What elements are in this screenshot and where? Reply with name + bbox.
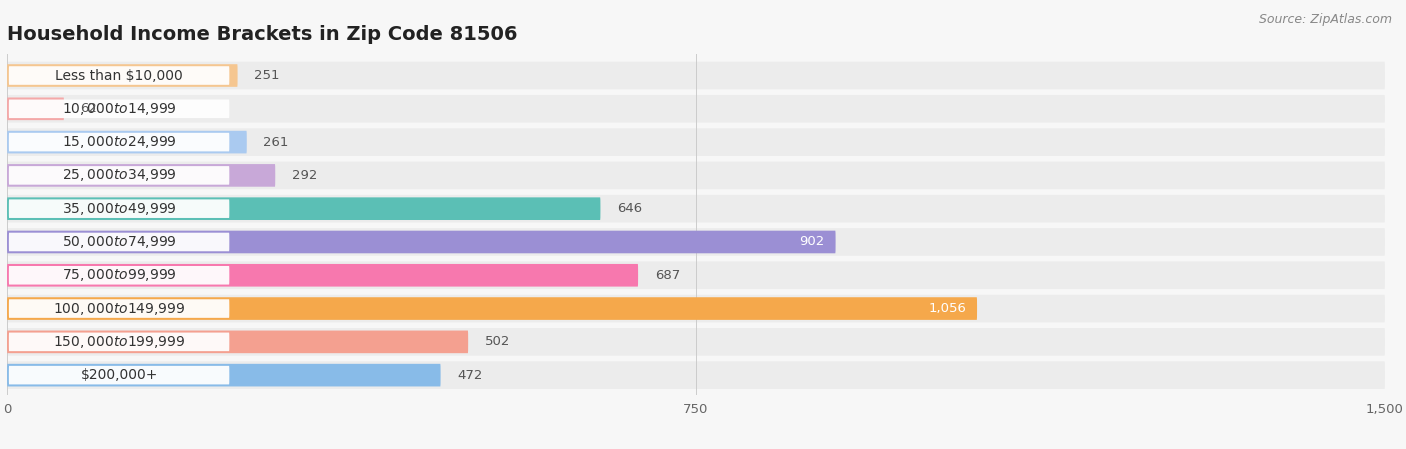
Text: 292: 292 bbox=[292, 169, 318, 182]
FancyBboxPatch shape bbox=[7, 264, 638, 286]
Text: Household Income Brackets in Zip Code 81506: Household Income Brackets in Zip Code 81… bbox=[7, 25, 517, 44]
Text: $150,000 to $199,999: $150,000 to $199,999 bbox=[53, 334, 186, 350]
Text: $25,000 to $34,999: $25,000 to $34,999 bbox=[62, 167, 177, 183]
FancyBboxPatch shape bbox=[7, 198, 600, 220]
FancyBboxPatch shape bbox=[8, 366, 229, 384]
FancyBboxPatch shape bbox=[7, 297, 977, 320]
FancyBboxPatch shape bbox=[7, 364, 440, 387]
FancyBboxPatch shape bbox=[8, 299, 229, 318]
FancyBboxPatch shape bbox=[7, 231, 835, 253]
FancyBboxPatch shape bbox=[8, 233, 229, 251]
FancyBboxPatch shape bbox=[7, 228, 1385, 256]
FancyBboxPatch shape bbox=[7, 295, 1385, 322]
FancyBboxPatch shape bbox=[8, 133, 229, 151]
FancyBboxPatch shape bbox=[7, 162, 1385, 189]
FancyBboxPatch shape bbox=[7, 330, 468, 353]
Text: Source: ZipAtlas.com: Source: ZipAtlas.com bbox=[1258, 13, 1392, 26]
FancyBboxPatch shape bbox=[7, 328, 1385, 356]
FancyBboxPatch shape bbox=[7, 164, 276, 187]
Text: 472: 472 bbox=[457, 369, 482, 382]
FancyBboxPatch shape bbox=[8, 66, 229, 85]
Text: $50,000 to $74,999: $50,000 to $74,999 bbox=[62, 234, 177, 250]
Text: $200,000+: $200,000+ bbox=[80, 368, 157, 382]
Text: $100,000 to $149,999: $100,000 to $149,999 bbox=[53, 300, 186, 317]
FancyBboxPatch shape bbox=[7, 97, 65, 120]
Text: 687: 687 bbox=[655, 269, 681, 282]
Text: 1,056: 1,056 bbox=[928, 302, 966, 315]
Text: $15,000 to $24,999: $15,000 to $24,999 bbox=[62, 134, 177, 150]
FancyBboxPatch shape bbox=[7, 95, 1385, 123]
Text: 261: 261 bbox=[263, 136, 288, 149]
FancyBboxPatch shape bbox=[7, 195, 1385, 223]
Text: $10,000 to $14,999: $10,000 to $14,999 bbox=[62, 101, 177, 117]
Text: 646: 646 bbox=[617, 202, 643, 215]
Text: 502: 502 bbox=[485, 335, 510, 348]
FancyBboxPatch shape bbox=[7, 62, 1385, 89]
FancyBboxPatch shape bbox=[8, 199, 229, 218]
FancyBboxPatch shape bbox=[7, 361, 1385, 389]
FancyBboxPatch shape bbox=[8, 166, 229, 185]
FancyBboxPatch shape bbox=[8, 100, 229, 118]
FancyBboxPatch shape bbox=[7, 64, 238, 87]
FancyBboxPatch shape bbox=[7, 128, 1385, 156]
Text: 902: 902 bbox=[800, 235, 824, 248]
Text: Less than $10,000: Less than $10,000 bbox=[55, 69, 183, 83]
Text: $75,000 to $99,999: $75,000 to $99,999 bbox=[62, 267, 177, 283]
Text: $35,000 to $49,999: $35,000 to $49,999 bbox=[62, 201, 177, 217]
FancyBboxPatch shape bbox=[8, 266, 229, 285]
FancyBboxPatch shape bbox=[7, 131, 247, 154]
Text: 62: 62 bbox=[80, 102, 97, 115]
FancyBboxPatch shape bbox=[8, 333, 229, 351]
Text: 251: 251 bbox=[254, 69, 280, 82]
FancyBboxPatch shape bbox=[7, 261, 1385, 289]
